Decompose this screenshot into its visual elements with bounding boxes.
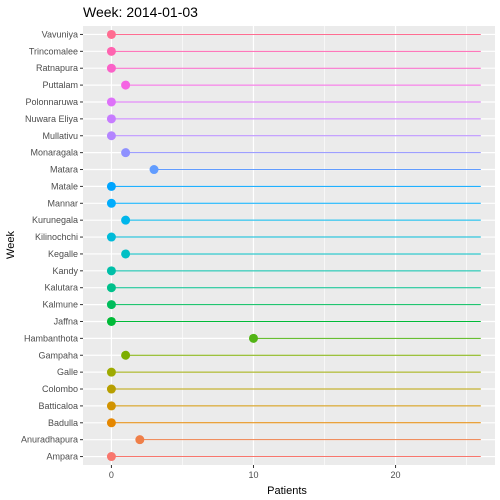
y-tick-label: Kegalle: [48, 249, 78, 259]
lollipop-point: [106, 46, 116, 56]
lollipop-point: [135, 435, 145, 445]
lollipop-point: [106, 29, 116, 39]
y-tick-label: Badulla: [48, 418, 78, 428]
x-tick-label: 20: [391, 470, 401, 480]
plot-panel: [83, 26, 495, 465]
y-tick-label: Anuradhapura: [21, 435, 78, 445]
lollipop-point: [106, 114, 116, 124]
y-tick-label: Galle: [57, 367, 78, 377]
y-tick-label: Vavuniya: [42, 29, 78, 39]
lollipop-point: [121, 249, 131, 259]
y-tick-label: Nuwara Eliya: [25, 114, 78, 124]
y-axis-title: Week: [5, 231, 17, 259]
y-tick-label: Batticaloa: [38, 401, 78, 411]
lollipop-point: [121, 148, 131, 158]
lollipop-point: [248, 333, 258, 343]
y-tick-label: Kandy: [52, 266, 78, 276]
lollipop-stems: [111, 33, 481, 458]
y-tick-label: Kalutara: [44, 283, 78, 293]
y-tick-label: Polonnaruwa: [25, 97, 78, 107]
lollipop-point: [106, 198, 116, 208]
y-tick-label: Kilinochchi: [35, 232, 78, 242]
x-tick-label: 0: [109, 470, 114, 480]
chart-title: Week: 2014-01-03: [83, 4, 198, 20]
y-tick-label: Jaffna: [54, 316, 78, 326]
x-axis-title: Patients: [267, 485, 307, 497]
y-tick-label: Ampara: [46, 452, 78, 462]
x-tick-label: 10: [248, 470, 258, 480]
lollipop-point: [106, 401, 116, 411]
lollipop-point: [149, 165, 159, 175]
lollipop-point: [121, 350, 131, 360]
lollipop-point: [106, 266, 116, 276]
x-axis: 0 10 20: [109, 465, 401, 480]
lollipop-point: [106, 97, 116, 107]
lollipop-point: [106, 131, 116, 141]
lollipop-point: [106, 181, 116, 191]
y-tick-label: Gampaha: [38, 350, 78, 360]
y-tick-label: Puttalam: [42, 80, 78, 90]
lollipop-point: [106, 232, 116, 242]
lollipop-points: [106, 29, 258, 462]
y-tick-label: Kurunegala: [32, 215, 78, 225]
lollipop-point: [106, 384, 116, 394]
y-tick-label: Matale: [51, 181, 78, 191]
y-tick-label: Monaragala: [30, 148, 78, 158]
minor-gridlines: [182, 26, 467, 465]
lollipop-point: [106, 418, 116, 428]
y-tick-label: Hambanthota: [24, 333, 78, 343]
lollipop-point: [106, 283, 116, 293]
y-tick-label: Ratnapura: [36, 63, 78, 73]
lollipop-point: [106, 63, 116, 73]
lollipop-point: [106, 316, 116, 326]
y-tick-label: Mullativu: [42, 131, 78, 141]
y-axis: Ampara Anuradhapura Badulla Batticaloa Colom…: [21, 29, 83, 462]
lollipop-point: [106, 452, 116, 462]
lollipop-point: [106, 300, 116, 310]
lollipop-point: [106, 367, 116, 377]
lollipop-point: [121, 80, 131, 90]
y-tick-label: Kalmune: [42, 300, 78, 310]
y-tick-label: Mannar: [47, 198, 78, 208]
lollipop-point: [121, 215, 131, 225]
y-tick-label: Trincomalee: [29, 46, 78, 56]
y-tick-label: Matara: [50, 165, 78, 175]
y-tick-label: Colombo: [42, 384, 78, 394]
